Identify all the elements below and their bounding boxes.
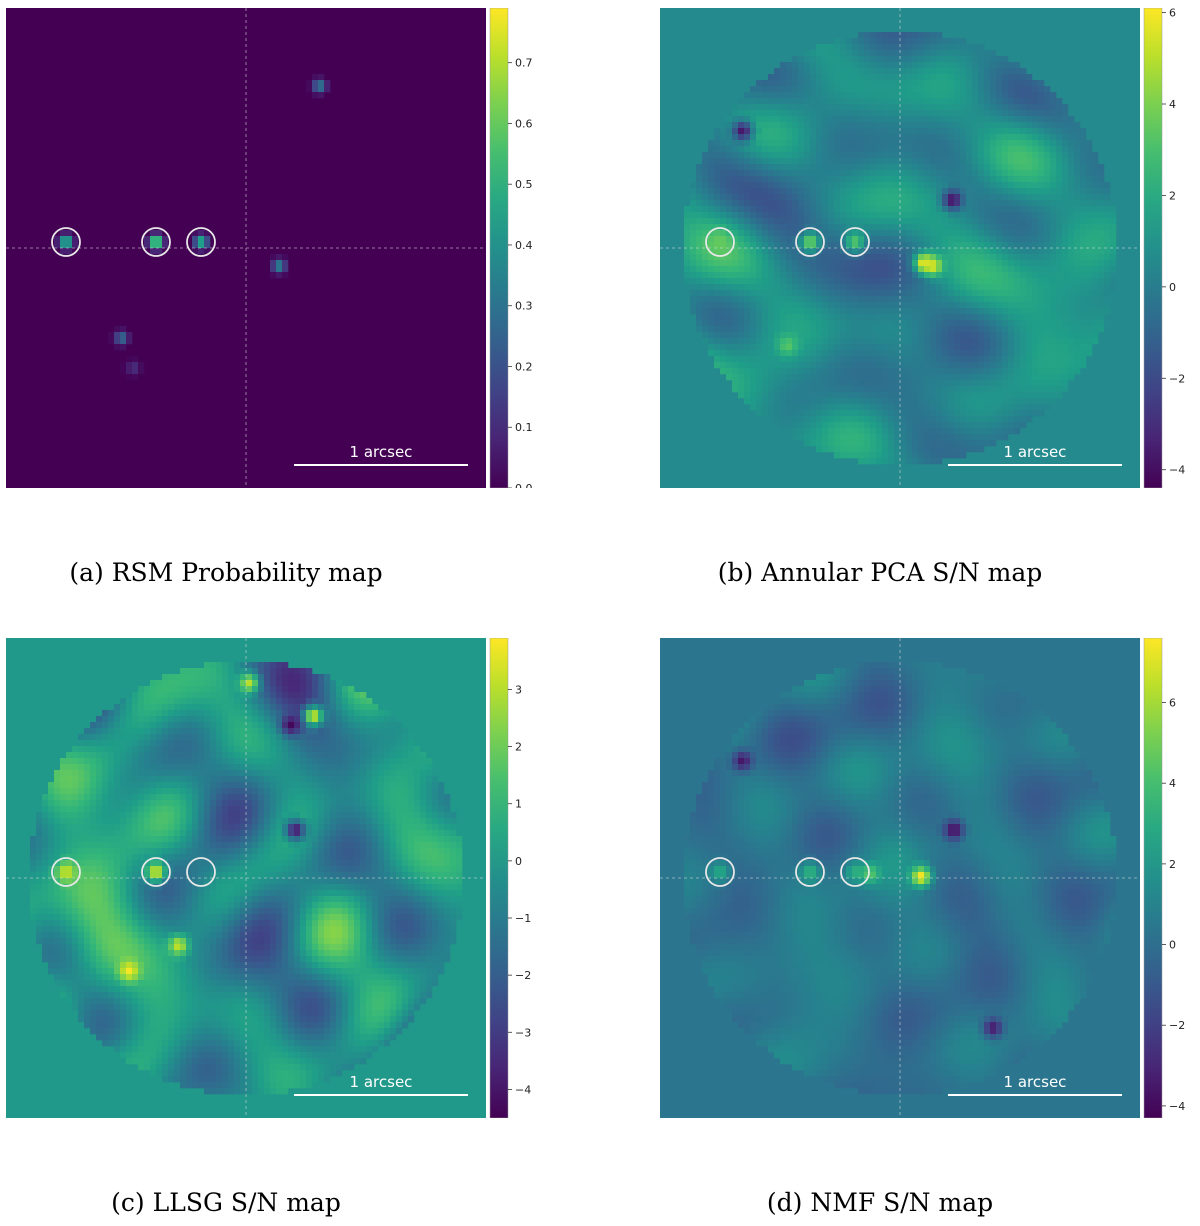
- planet-marker-circle: [51, 227, 81, 257]
- colorbar-tick-label: 4: [1169, 777, 1176, 790]
- colorbar-tick-label: −2: [515, 969, 531, 982]
- scale-bar-label: 1 arcsec: [1004, 1073, 1067, 1091]
- planet-marker-circle: [186, 227, 216, 257]
- colorbar: [489, 638, 509, 1118]
- colorbar-tick-label: 0.7: [515, 57, 533, 70]
- panel-annular-pca-sn-map: 1 arcsec −4 −2 0 2 4 6: [660, 8, 1200, 488]
- planet-marker-circle: [141, 857, 171, 887]
- heatmap-pixel-grid: [54, 74, 331, 381]
- panel-rsm-probability-map: 1 arcsec 0.0 0.1 0.2 0.3 0.4 0.5 0.6 0.7: [6, 8, 546, 488]
- colorbar-tick-label: 0.0: [515, 482, 533, 488]
- caption-annular-pca-sn-map: (b) Annular PCA S/N map: [717, 558, 1043, 587]
- colorbar-tick-label: 1: [515, 798, 522, 811]
- planet-marker-circle: [141, 227, 171, 257]
- colorbar-tick-label: 0.3: [515, 300, 533, 313]
- caption-rsm-probability-map: (a) RSM Probability map: [69, 558, 383, 587]
- heatmap-pixel-grid: [30, 662, 463, 1095]
- panel-llsg-sn-map: 1 arcsec −4 −3 −2 −1 0 1 2 3: [6, 638, 546, 1118]
- planet-marker-circle: [840, 227, 870, 257]
- colorbar-tick-label: 6: [1169, 8, 1176, 20]
- scale-bar-label: 1 arcsec: [1004, 443, 1067, 461]
- colorbar-tick-label: 2: [515, 741, 522, 754]
- colorbar-tick-label: −1: [515, 912, 531, 925]
- panel-nmf-sn-map: 1 arcsec −4 −2 0 2 4 6: [660, 638, 1200, 1118]
- colorbar-tick-label: −2: [1169, 372, 1185, 385]
- planet-marker-circle: [795, 857, 825, 887]
- colorbar: [1143, 8, 1163, 488]
- planet-marker-circle: [840, 857, 870, 887]
- caption-nmf-sn-map: (d) NMF S/N map: [766, 1188, 994, 1217]
- colorbar-tick-label: −2: [1169, 1019, 1185, 1032]
- colorbar-tick-label: 6: [1169, 697, 1176, 710]
- colorbar-tick-label: 3: [515, 683, 522, 696]
- colorbar: [1143, 638, 1163, 1118]
- planet-marker-circle: [186, 857, 216, 887]
- planet-marker-circle: [795, 227, 825, 257]
- heatmap-plot-annular-pca: 1 arcsec −4 −2 0 2 4 6: [660, 8, 1185, 488]
- colorbar-tick-label: 4: [1169, 98, 1176, 111]
- colorbar-tick-label: 0.6: [515, 117, 533, 130]
- colorbar-tick-label: 0.4: [515, 239, 533, 252]
- heatmap-plot-llsg: 1 arcsec −4 −3 −2 −1 0 1 2 3: [6, 638, 531, 1118]
- caption-llsg-sn-map: (c) LLSG S/N map: [111, 1188, 341, 1217]
- scale-bar-label: 1 arcsec: [350, 1073, 413, 1091]
- colorbar-tick-label: −3: [515, 1026, 531, 1039]
- colorbar-tick-label: −4: [1169, 464, 1185, 477]
- colorbar-tick-label: 2: [1169, 858, 1176, 871]
- colorbar-tick-label: 0: [1169, 939, 1176, 952]
- colorbar: [489, 8, 509, 488]
- colorbar-tick-label: 0: [1169, 281, 1176, 294]
- heatmap-plot-nmf: 1 arcsec −4 −2 0 2 4 6: [660, 638, 1185, 1118]
- heatmap-plot-rsm: 1 arcsec 0.0 0.1 0.2 0.3 0.4 0.5 0.6 0.7: [6, 8, 533, 488]
- heatmap-pixel-grid: [684, 32, 1117, 465]
- planet-marker-circle: [51, 857, 81, 887]
- heatmap-pixel-grid: [684, 662, 1117, 1095]
- planet-marker-circle: [705, 227, 735, 257]
- colorbar-tick-label: −4: [1169, 1100, 1185, 1113]
- scale-bar-label: 1 arcsec: [350, 443, 413, 461]
- planet-marker-circle: [705, 857, 735, 887]
- colorbar-tick-label: 0.1: [515, 421, 533, 434]
- colorbar-tick-label: 2: [1169, 189, 1176, 202]
- colorbar-tick-label: −4: [515, 1083, 531, 1096]
- colorbar-tick-label: 0.5: [515, 178, 533, 191]
- colorbar-tick-label: 0: [515, 855, 522, 868]
- colorbar-tick-label: 0.2: [515, 360, 533, 373]
